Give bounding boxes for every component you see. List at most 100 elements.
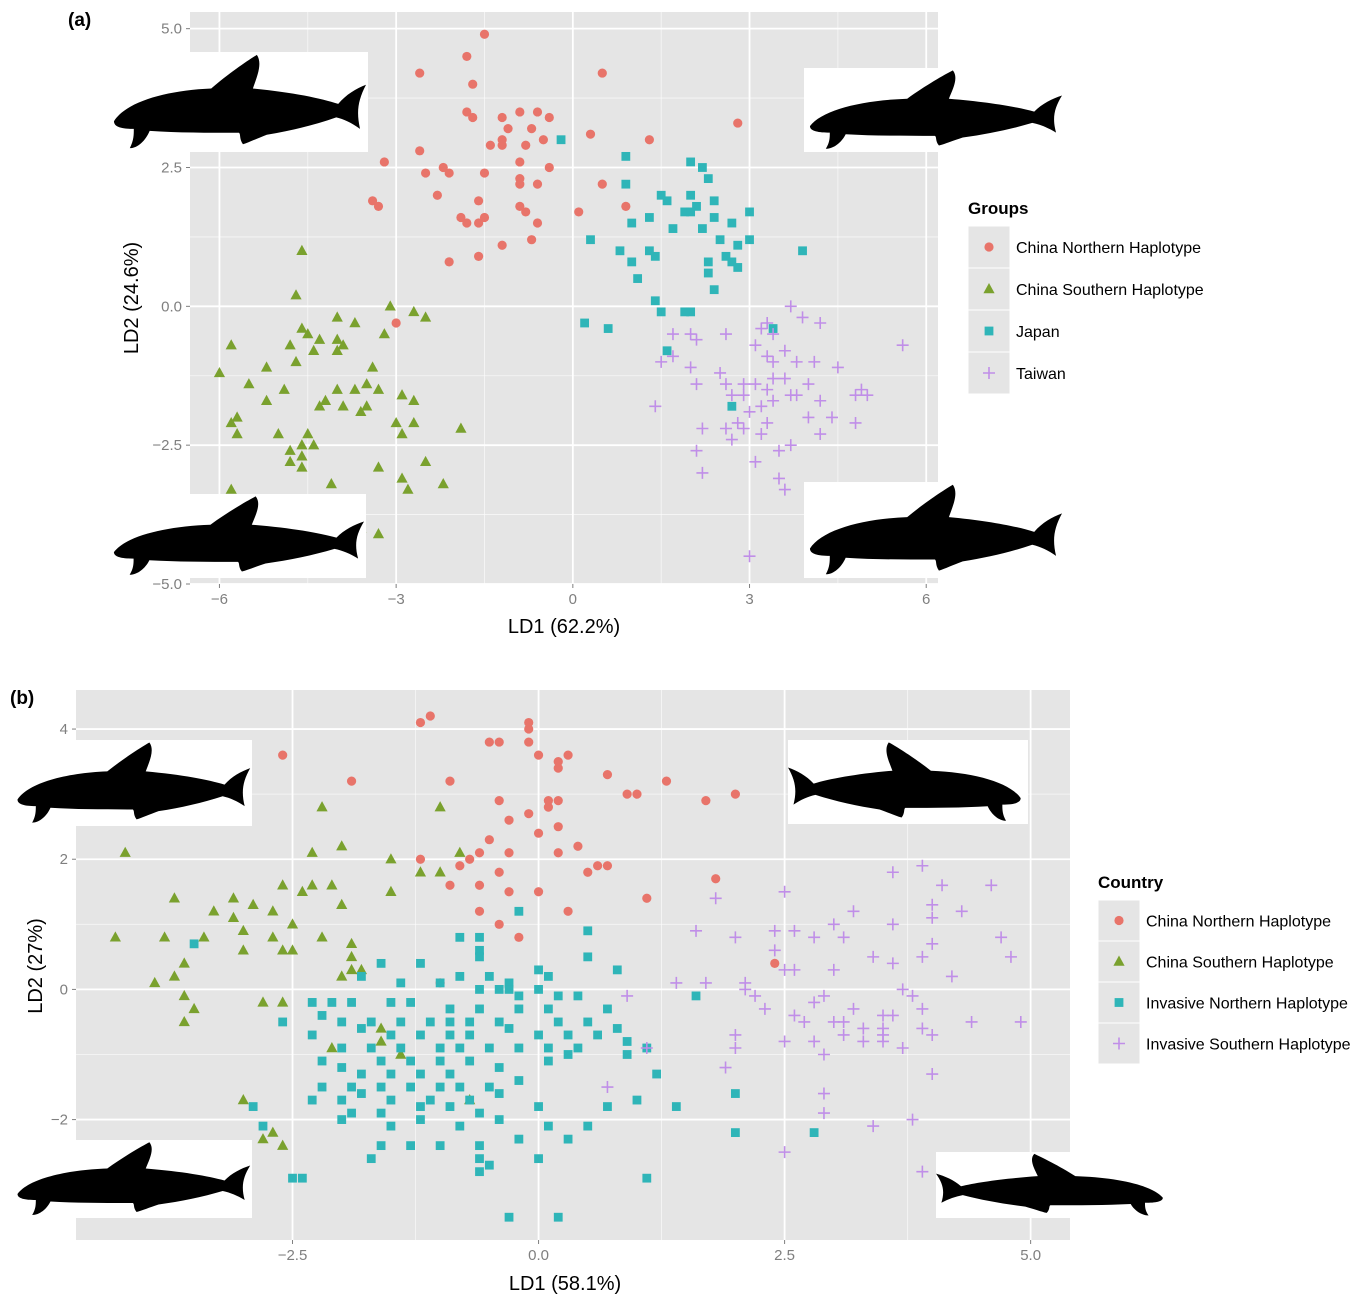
data-point xyxy=(225,483,237,494)
x-tick-label: 2.5 xyxy=(774,1247,795,1264)
data-point xyxy=(837,1028,850,1041)
data-point xyxy=(494,1063,504,1072)
legend-marker xyxy=(1114,998,1124,1007)
data-point xyxy=(445,1102,455,1111)
data-point xyxy=(514,1043,524,1053)
data-point xyxy=(425,1095,435,1105)
data-point xyxy=(725,389,738,402)
data-point xyxy=(709,892,722,905)
data-point xyxy=(386,1095,396,1105)
series-invasive-northern-haplotype xyxy=(189,906,819,1222)
y-axis-label: LD2 (24.6%) xyxy=(121,242,143,354)
data-point xyxy=(686,157,696,167)
fish-silhouette-top-left xyxy=(12,740,252,826)
data-point xyxy=(524,737,534,747)
data-point xyxy=(521,207,531,217)
data-point xyxy=(504,985,514,994)
data-point xyxy=(649,400,662,413)
data-point xyxy=(419,311,432,322)
data-point xyxy=(515,179,525,189)
data-point xyxy=(474,880,485,890)
data-point xyxy=(386,1121,396,1131)
data-point xyxy=(534,985,543,994)
data-point xyxy=(709,196,719,206)
data-point xyxy=(434,801,446,812)
data-point xyxy=(425,711,435,721)
legend-label: China Northern Haplotype xyxy=(1016,240,1201,257)
data-point xyxy=(402,483,414,494)
data-point xyxy=(534,1030,543,1040)
data-point xyxy=(337,1095,347,1105)
data-point xyxy=(755,428,768,441)
data-point xyxy=(767,372,780,385)
data-point xyxy=(444,168,454,178)
x-tick-label: 0.0 xyxy=(528,1247,549,1264)
data-point xyxy=(699,976,712,989)
data-point xyxy=(896,339,909,352)
data-point xyxy=(385,885,397,896)
data-point xyxy=(719,378,732,391)
data-point xyxy=(435,1043,445,1053)
data-point xyxy=(416,1069,425,1079)
data-point xyxy=(719,422,732,435)
data-point xyxy=(319,394,332,405)
data-point xyxy=(408,416,420,428)
data-point xyxy=(455,1121,465,1131)
data-point xyxy=(733,263,743,272)
data-point xyxy=(414,866,427,877)
data-point xyxy=(445,880,455,890)
data-point xyxy=(260,394,273,405)
data-point xyxy=(808,1035,821,1048)
data-point xyxy=(563,906,573,916)
legend-marker xyxy=(1113,1037,1125,1050)
data-point xyxy=(680,207,690,217)
data-point xyxy=(396,389,408,400)
data-point xyxy=(485,140,495,150)
data-point xyxy=(772,444,785,457)
data-point xyxy=(316,931,328,942)
data-point xyxy=(473,218,484,228)
data-point xyxy=(445,1017,455,1027)
data-point xyxy=(825,411,838,424)
data-point xyxy=(465,854,475,864)
data-point xyxy=(494,867,504,877)
data-point xyxy=(711,874,721,884)
y-tick-label: −5.0 xyxy=(152,576,182,593)
data-point xyxy=(357,1024,366,1033)
data-point xyxy=(817,1107,830,1120)
data-point xyxy=(435,1056,445,1066)
data-point xyxy=(645,213,654,222)
data-point xyxy=(408,305,420,317)
data-point xyxy=(473,196,484,206)
data-point xyxy=(755,322,768,335)
data-point xyxy=(313,333,326,344)
chart-panel-a: −6 −3 0 3 6 −5.0 −2.5 0.0 2.5 5.0 LD1 (62.2%) LD2 (… xyxy=(68,10,1204,638)
data-point xyxy=(556,135,566,145)
data-point xyxy=(357,1069,366,1079)
data-point xyxy=(553,796,563,806)
data-point xyxy=(361,400,373,411)
data-point xyxy=(231,411,243,422)
data-point xyxy=(149,976,161,988)
data-point xyxy=(955,905,968,918)
x-tick-label: 0 xyxy=(569,591,577,608)
data-point xyxy=(916,1165,929,1178)
data-point xyxy=(257,996,269,1007)
data-point xyxy=(337,1063,347,1072)
data-point xyxy=(690,333,703,346)
data-point xyxy=(349,316,361,328)
data-point xyxy=(366,1154,376,1164)
data-point xyxy=(357,971,366,981)
data-point xyxy=(553,1017,563,1027)
data-point xyxy=(621,989,634,1002)
data-point xyxy=(277,879,289,890)
data-point xyxy=(267,931,279,942)
data-point xyxy=(415,68,425,78)
data-point xyxy=(419,455,432,467)
data-point xyxy=(615,246,625,256)
data-point xyxy=(729,1041,742,1054)
data-point xyxy=(337,400,349,411)
data-point xyxy=(521,140,531,150)
fish-silhouette-bottom-right xyxy=(804,482,1064,578)
data-point xyxy=(597,68,607,78)
